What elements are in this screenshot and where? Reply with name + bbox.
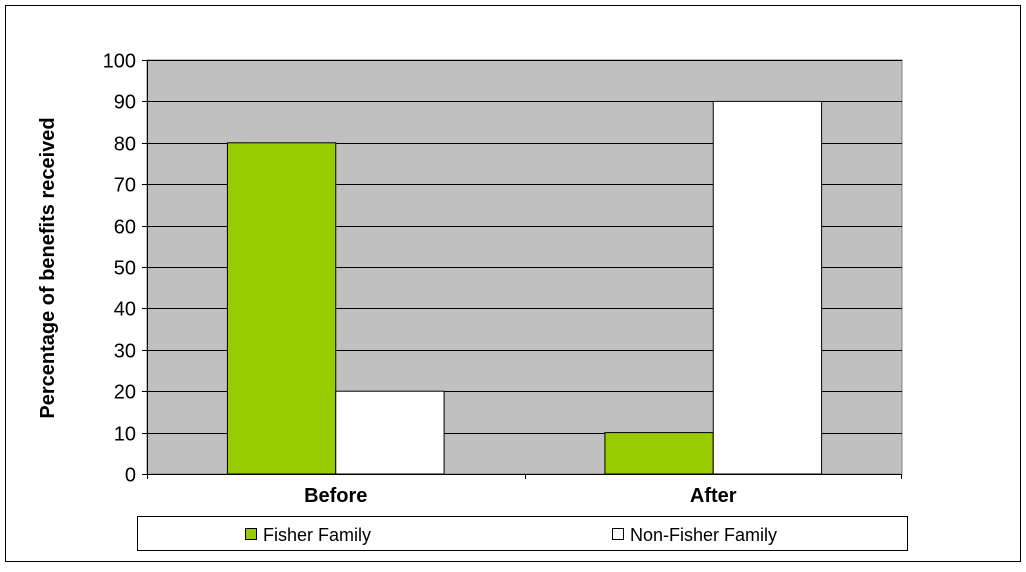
bar-non-fisher-family-after xyxy=(712,100,823,475)
y-tick-label: 50 xyxy=(114,258,136,280)
legend-swatch xyxy=(612,528,624,540)
y-tick-label: 90 xyxy=(114,92,136,114)
y-tick-label: 80 xyxy=(114,134,136,156)
y-tick-label: 70 xyxy=(114,175,136,197)
legend-label: Non-Fisher Family xyxy=(630,525,777,545)
axes: 0 10 20 30 40 50 60 70 80 90 100 Before After xyxy=(103,51,902,507)
bar-fisher-family-before xyxy=(226,142,337,475)
y-tick-label: 60 xyxy=(114,217,136,239)
legend-label: Fisher Family xyxy=(263,525,371,545)
y-tick-label: 100 xyxy=(103,51,136,73)
y-tick-label: 10 xyxy=(114,424,136,446)
y-axis-label: Percentage of benefits received xyxy=(37,117,59,418)
y-tick-label: 0 xyxy=(125,465,136,487)
y-tick-label: 20 xyxy=(114,382,136,404)
bar-fisher-family-after xyxy=(604,432,714,475)
y-tick-label: 40 xyxy=(114,299,136,321)
legend: Fisher Family Non-Fisher Family xyxy=(137,516,908,551)
bar-non-fisher-family-before xyxy=(335,390,445,475)
x-category-label: After xyxy=(690,485,737,507)
x-category-label: Before xyxy=(304,485,367,507)
y-tick-label: 30 xyxy=(114,341,136,363)
legend-swatch xyxy=(245,528,257,540)
legend-box xyxy=(137,516,908,551)
